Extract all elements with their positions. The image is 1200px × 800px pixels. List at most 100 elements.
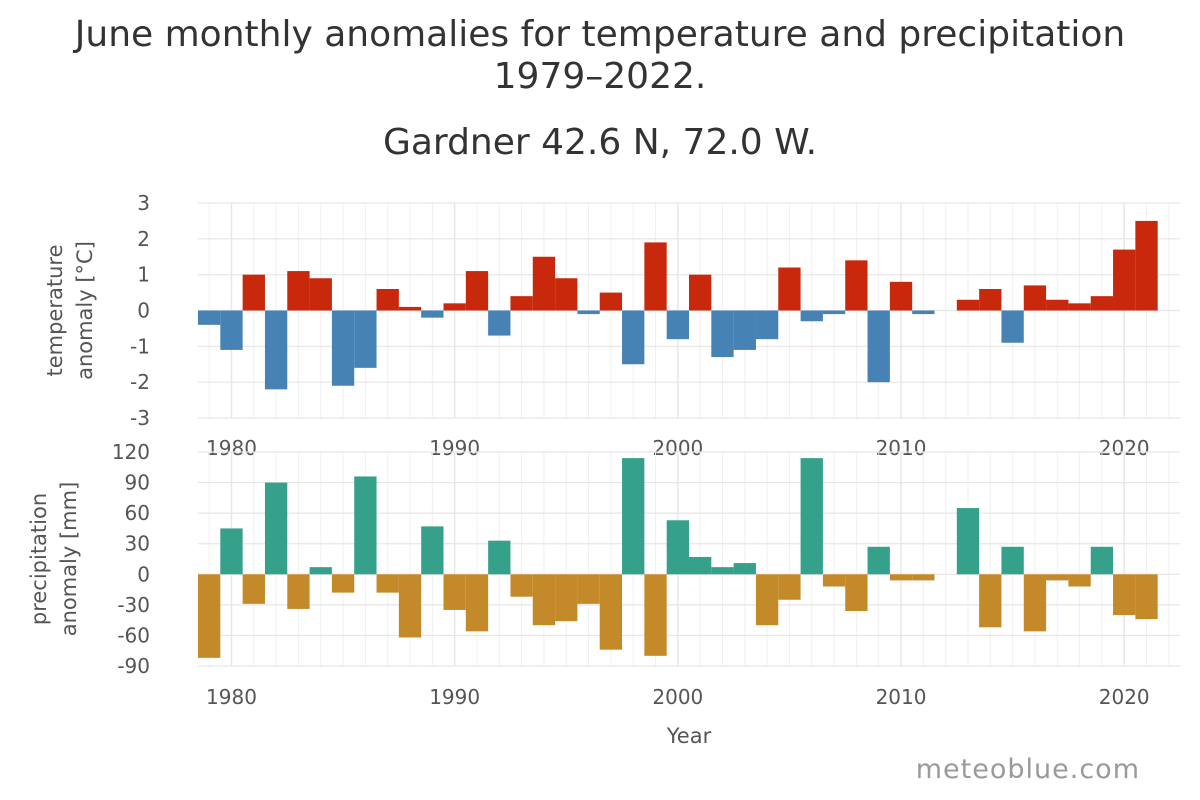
precipitation-bar	[800, 458, 823, 575]
temperature-bar	[1001, 310, 1024, 343]
temperature-bar	[822, 310, 846, 315]
precipitation-bar	[956, 508, 980, 575]
precipitation-bar	[376, 574, 399, 593]
precipitation-bar	[778, 574, 801, 600]
temperature-ytick-label: 3	[137, 191, 150, 215]
precipitation-bar	[889, 574, 913, 581]
temperature-ylabel: anomaly [°C]	[73, 241, 97, 380]
precipitation-xtick-label: 2010	[876, 685, 927, 709]
precipitation-panel: 120 90 60 30 0 -30 -60 -90 1980 1990 2000 2010 2020 p…	[27, 440, 1180, 748]
precipitation-xtick-label: 2020	[1099, 685, 1150, 709]
temperature-bar	[532, 256, 556, 311]
temperature-bar	[309, 278, 332, 311]
precipitation-xtick-label: 2000	[652, 685, 703, 709]
temperature-bar	[778, 267, 801, 311]
precipitation-bar	[577, 574, 600, 604]
precipitation-bar	[510, 574, 533, 597]
precipitation-bar	[666, 520, 689, 575]
temperature-ytick-label: 0	[137, 299, 150, 323]
chart-title: June monthly anomalies for temperature a…	[74, 14, 1126, 55]
temperature-bar	[220, 310, 243, 350]
precipitation-bar	[867, 546, 890, 575]
precipitation-bar	[622, 458, 645, 575]
temperature-bar	[287, 271, 310, 311]
temperature-bar	[599, 292, 623, 311]
precipitation-bar	[242, 574, 265, 604]
precipitation-bar	[912, 574, 935, 581]
temperature-bar	[510, 296, 533, 311]
precipitation-bar	[1046, 574, 1069, 581]
temperature-bar	[1090, 296, 1114, 311]
precipitation-bar	[822, 574, 846, 587]
precipitation-bar	[1090, 546, 1114, 575]
precipitation-ytick-label: 120	[112, 440, 150, 464]
temperature-bar	[354, 310, 377, 368]
temperature-bar	[912, 310, 935, 315]
chart-subtitle: Gardner 42.6 N, 72.0 W.	[382, 122, 818, 163]
chart-title-years: 1979–2022.	[493, 56, 707, 97]
precipitation-bar	[488, 540, 511, 575]
temperature-bar	[331, 310, 355, 386]
temperature-bar	[1023, 285, 1047, 311]
precipitation-ytick-label: -60	[117, 623, 150, 647]
precipitation-ytick-label: 30	[125, 532, 150, 556]
precipitation-bar	[644, 574, 667, 656]
temperature-bar	[956, 299, 980, 311]
temperature-bar	[577, 310, 600, 315]
precipitation-bar	[1135, 574, 1158, 620]
precipitation-ylabel: anomaly [mm]	[57, 482, 81, 637]
precipitation-bar	[398, 574, 422, 638]
temperature-bar	[1046, 299, 1069, 311]
temperature-bar	[443, 303, 466, 311]
temperature-bar	[555, 278, 578, 311]
precipitation-ytick-label: 60	[125, 501, 150, 525]
precipitation-xtick-label: 1980	[206, 685, 257, 709]
precipitation-bar	[689, 556, 712, 575]
temperature-bar	[845, 260, 868, 311]
temperature-bar	[666, 310, 689, 340]
watermark: meteoblue.com	[915, 754, 1140, 785]
precipitation-bar	[421, 526, 444, 575]
precipitation-bar	[711, 567, 734, 575]
temperature-ylabel: temperature	[43, 245, 67, 377]
precipitation-bar	[354, 476, 377, 575]
temperature-bar	[889, 281, 913, 311]
precipitation-bar	[979, 574, 1002, 628]
precipitation-ytick-label: 90	[125, 471, 150, 495]
temperature-bar	[421, 310, 444, 318]
precipitation-bar	[555, 574, 578, 622]
precipitation-bar	[198, 574, 221, 658]
temperature-bar	[398, 306, 422, 311]
precipitation-bar	[599, 574, 623, 650]
precipitation-bar	[287, 574, 310, 609]
precipitation-bar	[264, 482, 288, 575]
temperature-bar	[198, 310, 221, 325]
temperature-bar	[622, 310, 645, 365]
temperature-ytick-label: 2	[137, 227, 150, 251]
precipitation-bar	[1113, 574, 1136, 616]
temperature-bar	[755, 310, 779, 340]
precipitation-ylabel: precipitation	[27, 493, 51, 625]
precipitation-bar	[331, 574, 355, 593]
precipitation-ytick-label: -90	[117, 654, 150, 678]
precipitation-bar	[1001, 546, 1024, 575]
temperature-bar	[1113, 249, 1136, 311]
temperature-ytick-label: -3	[130, 406, 150, 430]
precipitation-bar	[733, 563, 756, 575]
precipitation-bar	[845, 574, 868, 611]
temperature-bar	[689, 274, 712, 311]
precipitation-ytick-label: -30	[117, 593, 150, 617]
temperature-ytick-label: -1	[130, 334, 150, 358]
temperature-ytick-label: 1	[137, 263, 150, 287]
temperature-bar	[1135, 220, 1158, 311]
temperature-bar	[800, 310, 823, 322]
temperature-bar	[465, 271, 489, 311]
temperature-bar	[264, 310, 288, 390]
precipitation-xtick-label: 1990	[429, 685, 480, 709]
precipitation-bar	[309, 567, 332, 575]
temperature-bar	[711, 310, 734, 358]
precipitation-bar	[532, 574, 556, 626]
